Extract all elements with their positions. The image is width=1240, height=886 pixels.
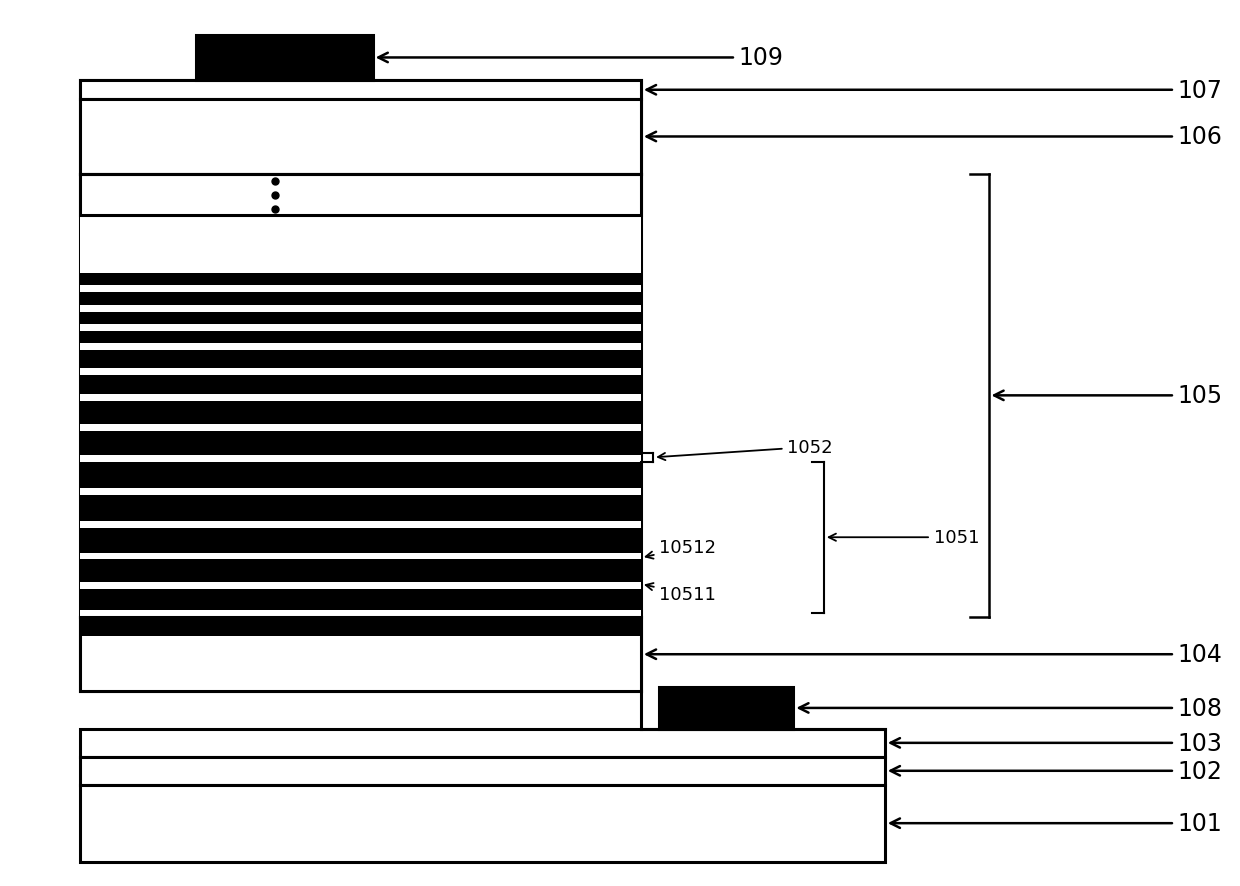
- Text: 10511: 10511: [646, 583, 717, 603]
- Text: 107: 107: [646, 79, 1223, 103]
- Text: 105: 105: [994, 384, 1223, 408]
- Bar: [81, 175, 641, 216]
- Text: 102: 102: [890, 759, 1223, 783]
- Bar: [81, 757, 885, 785]
- Bar: [81, 785, 885, 861]
- Text: 106: 106: [646, 125, 1223, 150]
- Bar: [81, 81, 641, 692]
- Bar: [81, 376, 641, 394]
- Bar: [81, 729, 885, 757]
- Text: 104: 104: [646, 642, 1223, 666]
- Text: 1052: 1052: [658, 439, 833, 461]
- Bar: [81, 462, 641, 488]
- Text: 109: 109: [378, 46, 784, 70]
- Bar: [81, 618, 641, 637]
- Bar: [81, 293, 641, 305]
- Bar: [81, 312, 641, 324]
- Bar: [81, 351, 641, 369]
- Bar: [81, 81, 641, 100]
- Bar: [81, 528, 641, 553]
- Bar: [81, 560, 641, 582]
- Bar: [81, 274, 641, 286]
- Bar: [81, 100, 641, 175]
- Text: 1051: 1051: [828, 529, 980, 547]
- Bar: [81, 618, 641, 692]
- Bar: [196, 35, 373, 81]
- Text: 101: 101: [890, 812, 1223, 835]
- Bar: [81, 175, 641, 618]
- Text: 10512: 10512: [646, 539, 717, 559]
- Bar: [660, 688, 794, 729]
- Bar: [81, 589, 641, 610]
- Text: 103: 103: [890, 731, 1223, 755]
- Bar: [81, 401, 641, 424]
- Text: 108: 108: [799, 696, 1223, 720]
- Bar: [81, 431, 641, 455]
- Bar: [81, 495, 641, 522]
- Bar: [81, 331, 641, 344]
